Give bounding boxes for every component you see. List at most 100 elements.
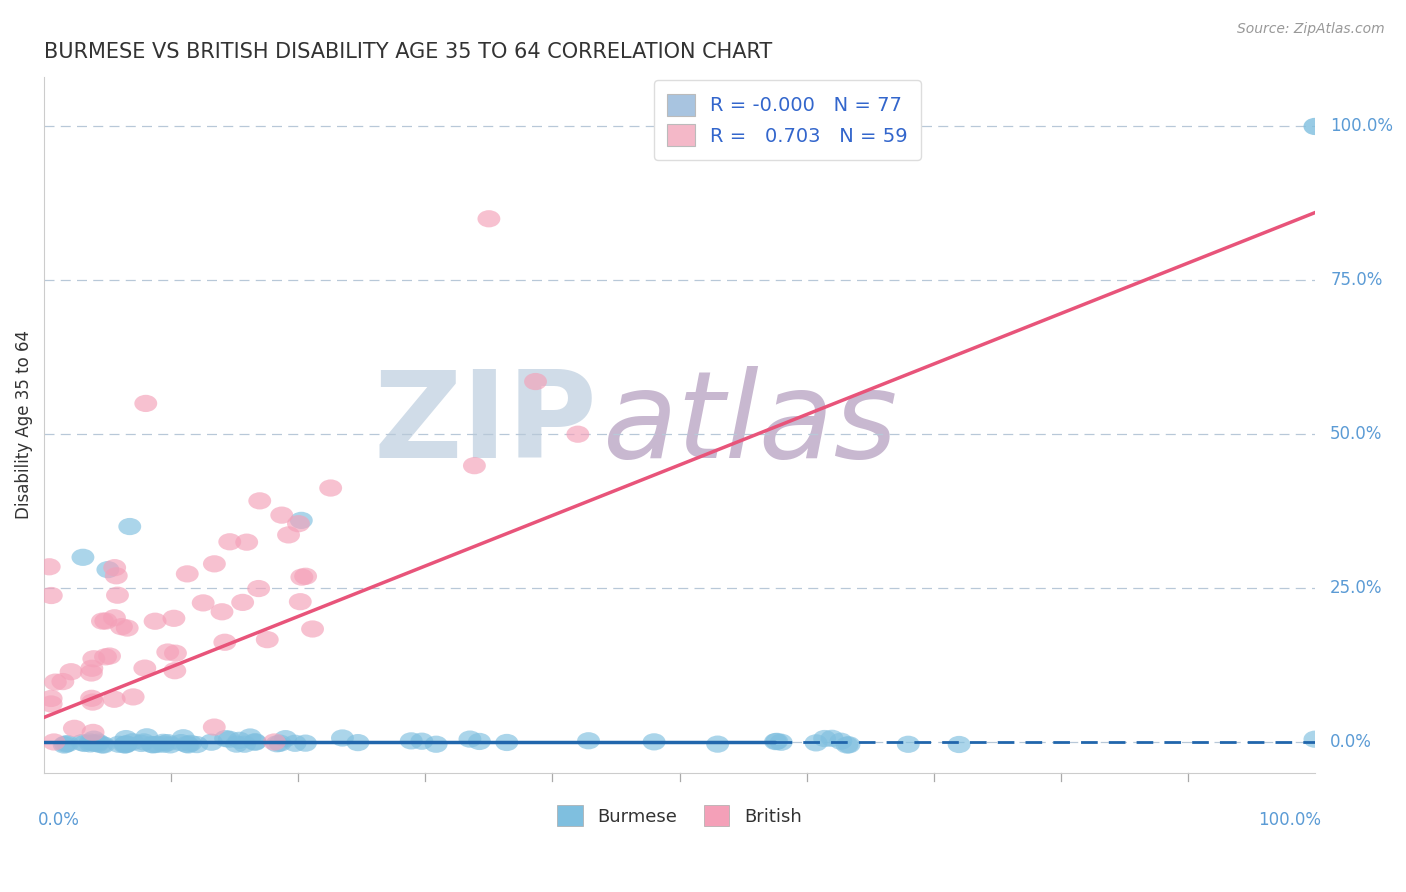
Ellipse shape <box>83 731 105 747</box>
Ellipse shape <box>90 736 114 754</box>
Ellipse shape <box>56 735 79 752</box>
Ellipse shape <box>330 730 354 747</box>
Ellipse shape <box>214 633 236 651</box>
Ellipse shape <box>170 734 193 751</box>
Ellipse shape <box>256 631 278 648</box>
Ellipse shape <box>284 735 307 752</box>
Ellipse shape <box>524 373 547 390</box>
Ellipse shape <box>243 733 267 750</box>
Ellipse shape <box>59 663 83 681</box>
Ellipse shape <box>152 736 176 753</box>
Ellipse shape <box>110 618 134 635</box>
Ellipse shape <box>80 690 103 707</box>
Ellipse shape <box>897 736 920 753</box>
Ellipse shape <box>411 732 433 750</box>
Ellipse shape <box>804 734 828 751</box>
Ellipse shape <box>163 610 186 627</box>
Ellipse shape <box>141 736 163 753</box>
Ellipse shape <box>172 729 195 747</box>
Ellipse shape <box>270 507 294 524</box>
Ellipse shape <box>122 689 145 706</box>
Text: 0.0%: 0.0% <box>38 811 80 829</box>
Ellipse shape <box>769 733 793 751</box>
Ellipse shape <box>211 603 233 621</box>
Ellipse shape <box>94 613 117 630</box>
Ellipse shape <box>53 737 76 754</box>
Ellipse shape <box>39 696 63 713</box>
Ellipse shape <box>176 566 198 582</box>
Ellipse shape <box>813 730 837 747</box>
Ellipse shape <box>52 673 75 690</box>
Ellipse shape <box>239 729 262 746</box>
Legend: Burmese, British: Burmese, British <box>550 798 808 833</box>
Ellipse shape <box>495 734 519 751</box>
Ellipse shape <box>463 457 486 475</box>
Ellipse shape <box>91 613 114 630</box>
Ellipse shape <box>165 645 187 662</box>
Ellipse shape <box>202 718 226 736</box>
Ellipse shape <box>263 733 285 750</box>
Ellipse shape <box>98 648 121 665</box>
Ellipse shape <box>129 735 153 752</box>
Ellipse shape <box>143 613 166 630</box>
Ellipse shape <box>301 620 323 638</box>
Ellipse shape <box>233 736 256 753</box>
Ellipse shape <box>103 609 127 626</box>
Ellipse shape <box>135 728 159 746</box>
Ellipse shape <box>79 733 101 750</box>
Ellipse shape <box>97 561 120 578</box>
Ellipse shape <box>44 673 67 690</box>
Ellipse shape <box>63 720 86 737</box>
Ellipse shape <box>112 736 136 754</box>
Ellipse shape <box>82 723 104 741</box>
Ellipse shape <box>179 735 202 752</box>
Ellipse shape <box>231 594 254 611</box>
Ellipse shape <box>319 479 342 497</box>
Ellipse shape <box>159 736 181 754</box>
Ellipse shape <box>247 580 270 597</box>
Ellipse shape <box>235 533 259 550</box>
Ellipse shape <box>290 512 312 529</box>
Ellipse shape <box>1303 731 1326 747</box>
Ellipse shape <box>72 549 94 566</box>
Ellipse shape <box>274 730 297 747</box>
Ellipse shape <box>121 733 143 750</box>
Ellipse shape <box>114 735 138 753</box>
Ellipse shape <box>294 567 318 585</box>
Ellipse shape <box>105 567 128 584</box>
Ellipse shape <box>458 731 481 747</box>
Ellipse shape <box>132 733 155 750</box>
Ellipse shape <box>288 593 312 610</box>
Ellipse shape <box>134 659 156 677</box>
Ellipse shape <box>576 732 600 749</box>
Ellipse shape <box>830 732 852 750</box>
Ellipse shape <box>478 211 501 227</box>
Ellipse shape <box>228 731 250 749</box>
Ellipse shape <box>70 734 94 751</box>
Ellipse shape <box>93 736 115 754</box>
Ellipse shape <box>107 736 131 753</box>
Ellipse shape <box>80 665 103 681</box>
Ellipse shape <box>38 558 60 575</box>
Ellipse shape <box>266 735 288 752</box>
Ellipse shape <box>156 643 179 661</box>
Ellipse shape <box>468 733 491 750</box>
Ellipse shape <box>838 736 860 754</box>
Ellipse shape <box>765 732 789 750</box>
Ellipse shape <box>294 734 316 752</box>
Ellipse shape <box>835 737 859 754</box>
Ellipse shape <box>114 736 138 754</box>
Text: 50.0%: 50.0% <box>1330 425 1382 443</box>
Ellipse shape <box>202 555 226 573</box>
Ellipse shape <box>706 736 730 753</box>
Ellipse shape <box>191 594 215 612</box>
Text: 25.0%: 25.0% <box>1330 579 1382 597</box>
Ellipse shape <box>94 648 117 665</box>
Ellipse shape <box>118 518 141 535</box>
Ellipse shape <box>225 736 247 753</box>
Ellipse shape <box>346 734 370 751</box>
Ellipse shape <box>82 693 104 711</box>
Ellipse shape <box>176 736 198 753</box>
Ellipse shape <box>948 736 970 753</box>
Ellipse shape <box>87 733 110 751</box>
